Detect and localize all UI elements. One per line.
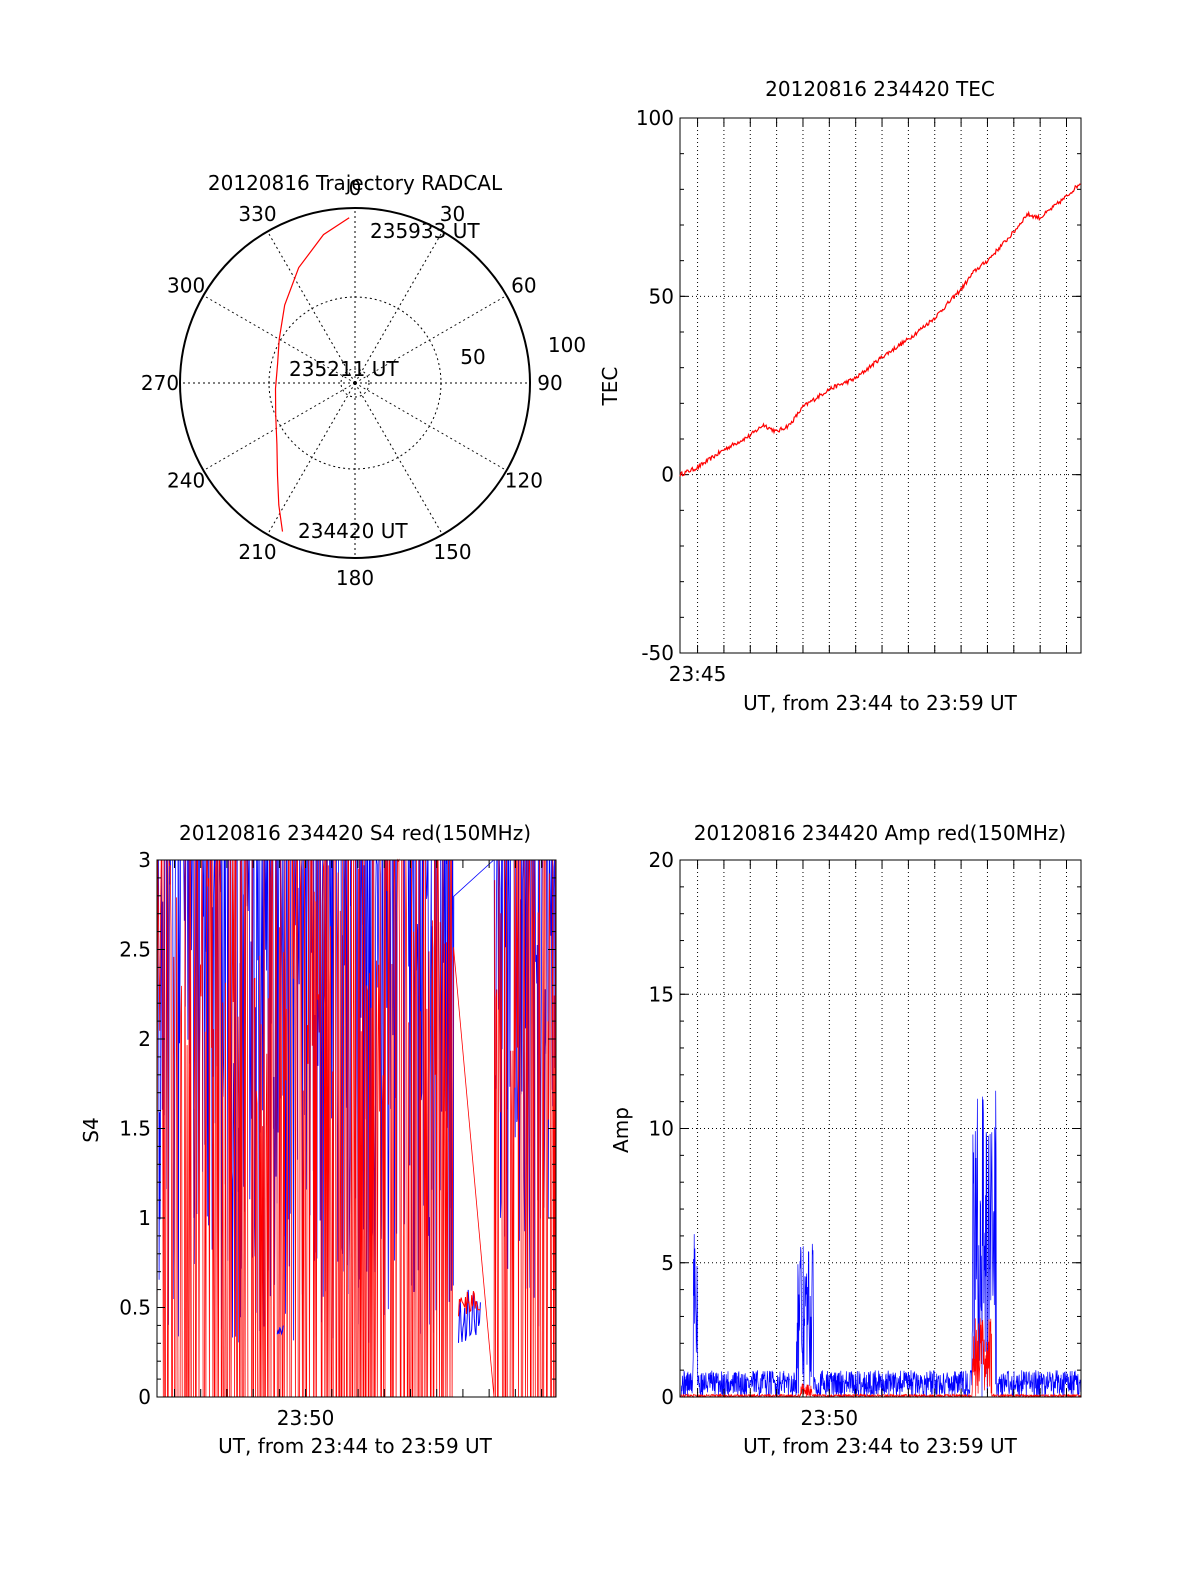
s4-xtick-label: 23:50 xyxy=(277,1406,335,1430)
tec-ticks: -50 0 50 100 23:45 xyxy=(636,106,1081,686)
polar-outer-circle xyxy=(179,207,531,559)
amp-data-area xyxy=(680,1090,1082,1399)
annotation-mid-time: 235211 UT xyxy=(289,357,399,381)
amp-ytick-label: 10 xyxy=(649,1117,674,1141)
tec-ytick-label: 100 xyxy=(636,106,674,130)
polar-angle-label-330: 330 xyxy=(238,202,276,226)
polar-angle-label-270: 270 xyxy=(141,371,179,395)
amp-ytick-label: 5 xyxy=(661,1251,674,1275)
tec-ytick-label: 0 xyxy=(661,463,674,487)
s4-ylabel: S4 xyxy=(79,1117,103,1142)
s4-panel: 20120816 234420 S4 red(150MHz) 0 0.5 1 1.5 2… xyxy=(79,821,557,1458)
polar-spoke-330 xyxy=(267,231,356,384)
tec-plot-frame xyxy=(679,117,1082,654)
polar-angle-label-210: 210 xyxy=(238,540,276,564)
amp-ytick-label: 15 xyxy=(649,982,674,1006)
s4-ytick-label: 2.5 xyxy=(119,938,151,962)
s4-data-area xyxy=(156,858,556,1398)
s4-ytick-label: 3 xyxy=(138,848,151,872)
polar-angle-label-90: 90 xyxy=(537,371,562,395)
tec-xtick-label: 23:45 xyxy=(669,662,727,686)
tec-ytick-label: 50 xyxy=(649,284,674,308)
tec-title: 20120816 234420 TEC xyxy=(765,77,995,101)
polar-spoke-300 xyxy=(203,295,356,384)
trajectory-panel: 20120816 Trajectory RADCAL 0 30 60 90 120 150… xyxy=(141,171,586,590)
s4-feature-blue xyxy=(276,1325,284,1336)
trajectory-track xyxy=(274,217,350,532)
s4-ytick-label: 2 xyxy=(138,1027,151,1051)
s4-ytick-label: 1.5 xyxy=(119,1117,151,1141)
s4-xlabel: UT, from 23:44 to 23:59 UT xyxy=(218,1434,493,1458)
trajectory-title: 20120816 Trajectory RADCAL xyxy=(208,171,503,195)
tec-xlabel: UT, from 23:44 to 23:59 UT xyxy=(743,691,1018,715)
tec-ylabel: TEC xyxy=(598,367,622,407)
tec-ytick-label: -50 xyxy=(641,641,674,665)
amp-ticks: 0 5 10 15 20 23:50 xyxy=(649,848,1081,1430)
polar-ring-small xyxy=(340,368,370,398)
polar-angle-label-300: 300 xyxy=(167,274,205,298)
polar-angle-label-30: 30 xyxy=(440,202,465,226)
amp-ytick-label: 0 xyxy=(661,1385,674,1409)
polar-spoke-60 xyxy=(354,295,507,384)
polar-angle-label-60: 60 xyxy=(511,274,536,298)
s4-feature-blue xyxy=(458,1289,481,1343)
tec-grid xyxy=(680,118,1081,653)
polar-spoke-120 xyxy=(354,382,507,471)
polar-spoke-30 xyxy=(354,231,443,384)
polar-spoke-150 xyxy=(354,382,443,535)
radius-label-50: 50 xyxy=(460,345,485,369)
amp-grid xyxy=(680,860,1081,1397)
s4-ytick-label: 1 xyxy=(138,1206,151,1230)
annotation-start-time: 234420 UT xyxy=(298,519,408,543)
polar-angle-label-240: 240 xyxy=(167,469,205,493)
amp-xlabel: UT, from 23:44 to 23:59 UT xyxy=(743,1434,1018,1458)
annotation-end-time: 235933 UT xyxy=(370,219,480,243)
amp-series-blue xyxy=(680,1090,1082,1398)
s4-ytick-label: 0.5 xyxy=(119,1296,151,1320)
polar-angle-labels: 0 30 60 90 120 150 180 210 240 270 300 330 xyxy=(141,176,563,590)
radius-label-100: 100 xyxy=(548,333,586,357)
amp-panel: 20120816 234420 Amp red(150MHz) 0 5 10 15 20… xyxy=(609,821,1082,1458)
amp-ylabel: Amp xyxy=(609,1107,633,1153)
polar-angle-label-180: 180 xyxy=(336,566,374,590)
polar-angle-label-150: 150 xyxy=(433,540,471,564)
amp-title: 20120816 234420 Amp red(150MHz) xyxy=(694,821,1066,845)
s4-ticks: 0 0.5 1 1.5 2 2.5 3 23:50 xyxy=(119,848,556,1430)
amp-xtick-label: 23:50 xyxy=(801,1406,859,1430)
tec-panel: 20120816 234420 TEC -50 0 50 100 23:45 TEC U… xyxy=(598,77,1082,715)
polar-angle-label-0: 0 xyxy=(349,176,362,200)
tec-series-line xyxy=(679,183,1081,477)
s4-feature-red xyxy=(458,1290,481,1317)
polar-spoke-210 xyxy=(267,382,356,535)
polar-spoke-240 xyxy=(203,382,356,471)
amp-ytick-label: 20 xyxy=(649,848,674,872)
s4-title: 20120816 234420 S4 red(150MHz) xyxy=(179,821,531,845)
polar-spokes xyxy=(180,208,530,558)
s4-ytick-label: 0 xyxy=(138,1385,151,1409)
polar-angle-label-120: 120 xyxy=(505,469,543,493)
